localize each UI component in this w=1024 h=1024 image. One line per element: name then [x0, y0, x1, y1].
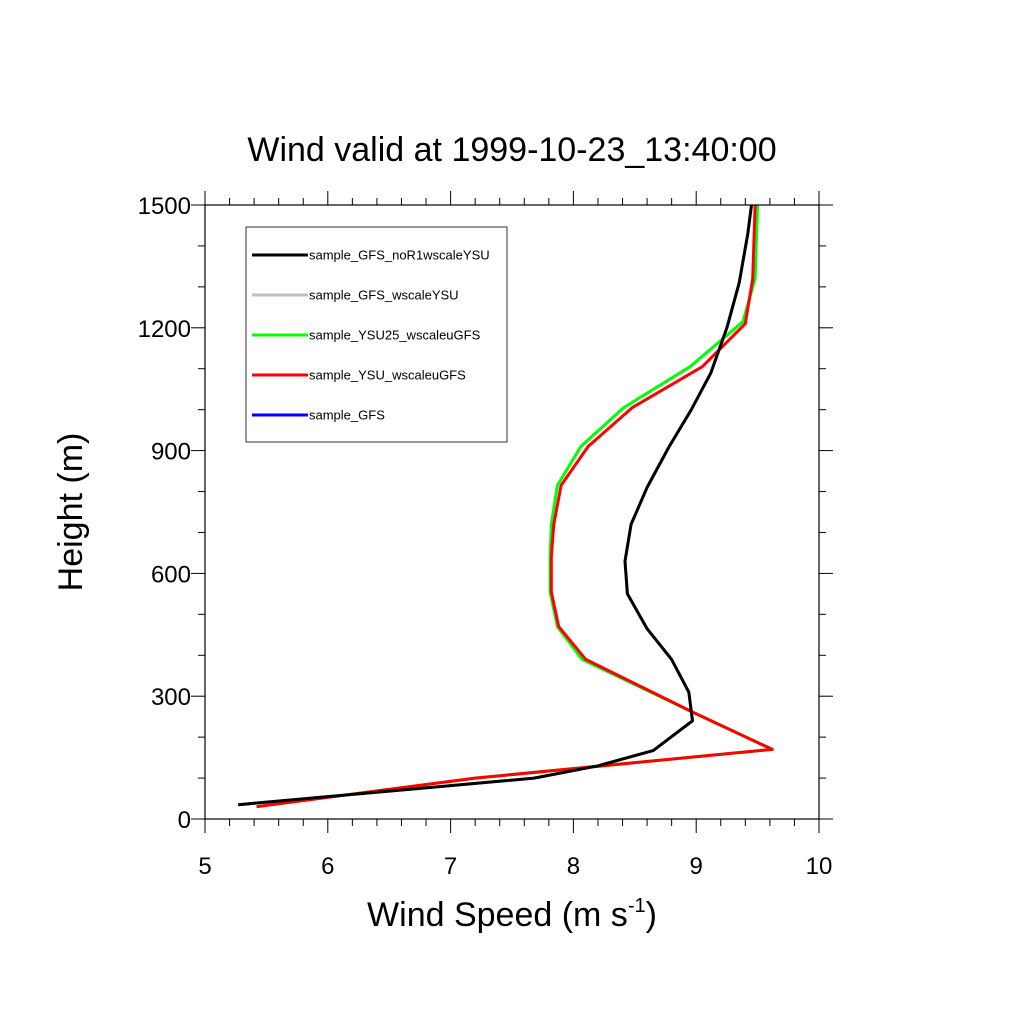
y-tick-label: 1200 [138, 316, 191, 343]
y-tick-label: 0 [178, 807, 191, 834]
axis-tick-labels: 5 6 7 8 9 10 0 300 600 900 1200 1500 [138, 193, 833, 880]
x-tick-label: 10 [806, 853, 833, 880]
legend-label: sample_GFS [309, 408, 385, 423]
y-tick-label: 600 [151, 561, 191, 588]
legend-label: sample_YSU25_wscaleuGFS [309, 328, 481, 343]
chart-title: Wind valid at 1999-10-23_13:40:00 [247, 131, 776, 169]
legend-label: sample_GFS_wscaleYSU [309, 288, 459, 303]
plot-lines [238, 204, 774, 809]
x-tick-label: 8 [567, 853, 580, 880]
x-tick-label: 6 [321, 853, 334, 880]
axis-ticks [191, 191, 833, 833]
series-line-0 [238, 204, 753, 807]
legend-label: sample_YSU_wscaleuGFS [309, 368, 466, 383]
x-axis-title-main: Wind Speed (m s [367, 896, 628, 934]
legend: sample_GFS_noR1wscaleYSU sample_GFS_wscal… [245, 226, 508, 443]
y-axis-title: Height (m) [52, 433, 90, 592]
plot-frame [204, 204, 820, 820]
y-tick-label: 300 [151, 684, 191, 711]
x-tick-label: 9 [690, 853, 703, 880]
series-line-3 [256, 204, 774, 809]
x-axis-title: Wind Speed (m s-1) [367, 895, 657, 934]
x-axis-title-suffix: ) [646, 896, 657, 934]
legend-label: sample_GFS_noR1wscaleYSU [309, 248, 490, 263]
x-tick-label: 5 [198, 853, 211, 880]
y-tick-label: 1500 [138, 193, 191, 220]
y-tick-label: 900 [151, 439, 191, 466]
x-axis-title-superscript: -1 [628, 895, 646, 917]
x-tick-label: 7 [444, 853, 457, 880]
